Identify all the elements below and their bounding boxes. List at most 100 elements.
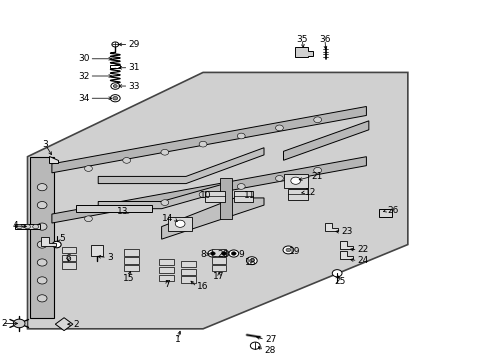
- Polygon shape: [98, 148, 264, 184]
- Polygon shape: [52, 107, 366, 173]
- Polygon shape: [159, 259, 173, 265]
- Circle shape: [24, 225, 30, 229]
- Circle shape: [111, 83, 120, 89]
- Text: 29: 29: [128, 40, 140, 49]
- Circle shape: [110, 95, 120, 102]
- Circle shape: [122, 208, 130, 213]
- Polygon shape: [325, 223, 337, 231]
- Text: 36: 36: [319, 35, 330, 44]
- Polygon shape: [52, 157, 366, 223]
- Circle shape: [33, 225, 39, 229]
- Polygon shape: [55, 318, 73, 330]
- Text: 33: 33: [128, 82, 140, 91]
- Text: 24: 24: [357, 256, 368, 265]
- Polygon shape: [205, 191, 224, 202]
- Circle shape: [175, 220, 184, 227]
- Polygon shape: [211, 249, 226, 256]
- Circle shape: [237, 133, 244, 139]
- Text: 31: 31: [128, 63, 140, 72]
- Polygon shape: [159, 275, 173, 281]
- Circle shape: [249, 259, 254, 262]
- Circle shape: [219, 250, 228, 257]
- Polygon shape: [211, 257, 226, 264]
- Circle shape: [37, 259, 47, 266]
- Text: 15: 15: [122, 274, 134, 283]
- Circle shape: [17, 225, 22, 229]
- Text: 7: 7: [164, 280, 170, 289]
- Polygon shape: [283, 121, 368, 160]
- Circle shape: [113, 96, 118, 100]
- Circle shape: [290, 177, 300, 184]
- Text: 17: 17: [213, 272, 224, 281]
- Text: 14: 14: [162, 214, 173, 223]
- Circle shape: [37, 184, 47, 191]
- Circle shape: [283, 246, 293, 254]
- Polygon shape: [339, 251, 352, 259]
- Text: 10: 10: [200, 191, 211, 200]
- Circle shape: [285, 248, 290, 252]
- Circle shape: [228, 250, 238, 257]
- Polygon shape: [167, 217, 192, 231]
- Circle shape: [313, 117, 321, 123]
- Text: 35: 35: [296, 35, 307, 44]
- Circle shape: [250, 342, 260, 349]
- Text: 34: 34: [78, 94, 89, 103]
- Text: 3: 3: [107, 253, 113, 262]
- Circle shape: [84, 216, 92, 222]
- Circle shape: [275, 176, 283, 181]
- Polygon shape: [124, 249, 139, 256]
- Text: 22: 22: [357, 246, 368, 255]
- Polygon shape: [283, 174, 307, 188]
- Polygon shape: [91, 245, 103, 256]
- Polygon shape: [124, 265, 139, 271]
- Circle shape: [52, 241, 61, 248]
- Polygon shape: [98, 184, 224, 209]
- Circle shape: [231, 252, 236, 255]
- Text: 20: 20: [217, 250, 228, 259]
- Circle shape: [37, 202, 47, 209]
- Polygon shape: [161, 198, 264, 239]
- Circle shape: [246, 257, 257, 265]
- Polygon shape: [30, 157, 54, 318]
- Circle shape: [13, 319, 25, 328]
- Text: 11: 11: [243, 190, 255, 199]
- Polygon shape: [181, 276, 195, 283]
- Circle shape: [331, 270, 341, 277]
- Text: 9: 9: [238, 250, 244, 259]
- Polygon shape: [27, 72, 407, 329]
- Polygon shape: [181, 261, 195, 267]
- Polygon shape: [211, 265, 226, 271]
- Text: 30: 30: [78, 54, 89, 63]
- Text: 12: 12: [305, 188, 316, 197]
- Polygon shape: [61, 255, 76, 261]
- Circle shape: [37, 241, 47, 248]
- Polygon shape: [295, 46, 312, 57]
- Polygon shape: [339, 241, 352, 249]
- Text: 19: 19: [289, 247, 300, 256]
- Circle shape: [199, 141, 206, 147]
- Circle shape: [210, 252, 215, 255]
- Text: 26: 26: [386, 206, 397, 215]
- Polygon shape: [49, 156, 58, 163]
- Bar: [378, 209, 391, 217]
- Text: 18: 18: [244, 258, 256, 267]
- Text: 5: 5: [59, 234, 65, 243]
- Circle shape: [113, 85, 117, 87]
- Text: 3: 3: [42, 140, 48, 149]
- Polygon shape: [61, 247, 76, 253]
- Text: 2: 2: [1, 319, 7, 328]
- Polygon shape: [233, 191, 253, 202]
- Text: 28: 28: [264, 346, 275, 355]
- Text: 6: 6: [65, 254, 71, 263]
- Circle shape: [161, 200, 168, 206]
- Polygon shape: [181, 269, 195, 275]
- Polygon shape: [124, 257, 139, 264]
- Text: 13: 13: [117, 207, 128, 216]
- Text: 21: 21: [311, 172, 323, 181]
- Text: 32: 32: [78, 72, 89, 81]
- Circle shape: [199, 192, 206, 197]
- Text: 16: 16: [196, 282, 208, 291]
- Polygon shape: [76, 205, 152, 212]
- Circle shape: [207, 250, 217, 257]
- Circle shape: [37, 277, 47, 284]
